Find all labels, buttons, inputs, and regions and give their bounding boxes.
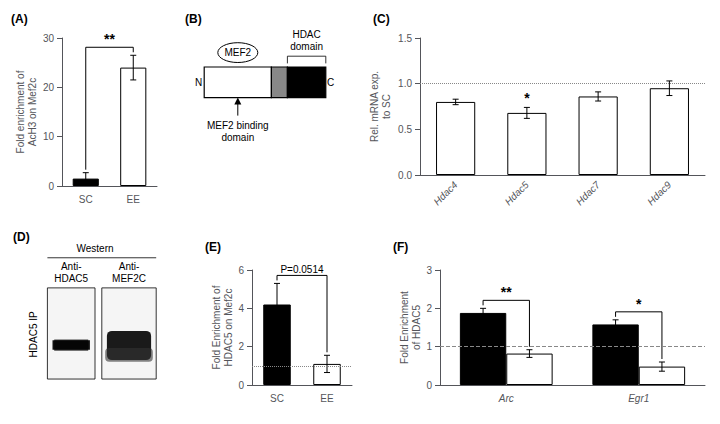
svg-text:Egr1: Egr1 bbox=[628, 393, 649, 404]
svg-text:(F): (F) bbox=[393, 240, 408, 254]
svg-text:HDAC5 IP: HDAC5 IP bbox=[28, 311, 39, 357]
svg-text:AcH3 on Mef2c: AcH3 on Mef2c bbox=[27, 78, 38, 146]
svg-text:2: 2 bbox=[238, 341, 244, 352]
svg-text:Fold Enrichment: Fold Enrichment bbox=[399, 291, 410, 364]
svg-text:4: 4 bbox=[238, 303, 244, 314]
svg-text:SC: SC bbox=[270, 393, 284, 404]
svg-text:N: N bbox=[195, 77, 202, 88]
svg-text:(B): (B) bbox=[185, 12, 202, 26]
svg-text:6: 6 bbox=[238, 265, 244, 276]
svg-text:0: 0 bbox=[238, 380, 244, 391]
svg-text:3: 3 bbox=[426, 265, 432, 276]
svg-text:EE: EE bbox=[320, 393, 334, 404]
svg-text:0: 0 bbox=[426, 380, 432, 391]
svg-text:Fold enrichment of: Fold enrichment of bbox=[15, 70, 26, 153]
svg-text:Western: Western bbox=[76, 243, 113, 254]
svg-text:0.0: 0.0 bbox=[398, 170, 412, 181]
svg-text:domain: domain bbox=[290, 41, 323, 52]
svg-text:P=0.0514: P=0.0514 bbox=[280, 264, 324, 275]
svg-text:1.0: 1.0 bbox=[398, 78, 412, 89]
svg-text:Fold Enrichment of: Fold Enrichment of bbox=[211, 285, 222, 369]
svg-text:SC: SC bbox=[79, 194, 93, 205]
svg-text:*: * bbox=[636, 296, 642, 312]
svg-text:Hdac7: Hdac7 bbox=[574, 179, 603, 208]
svg-text:MEF2: MEF2 bbox=[224, 47, 251, 58]
svg-text:Hdac9: Hdac9 bbox=[645, 179, 674, 208]
svg-text:1: 1 bbox=[426, 341, 432, 352]
svg-text:HDAC: HDAC bbox=[292, 29, 320, 40]
svg-text:MEF2 binding: MEF2 binding bbox=[207, 120, 269, 131]
svg-text:10: 10 bbox=[43, 131, 55, 142]
svg-text:Anti-: Anti- bbox=[61, 261, 82, 272]
svg-text:**: ** bbox=[501, 284, 512, 300]
svg-text:(E): (E) bbox=[205, 240, 221, 254]
svg-text:0: 0 bbox=[48, 181, 54, 192]
svg-text:to SC: to SC bbox=[381, 94, 392, 119]
svg-text:Arc: Arc bbox=[498, 393, 514, 404]
svg-text:(C): (C) bbox=[373, 12, 390, 26]
svg-text:HDAC5: HDAC5 bbox=[54, 273, 88, 284]
svg-text:Anti-: Anti- bbox=[119, 261, 140, 272]
svg-text:domain: domain bbox=[221, 132, 254, 143]
svg-text:30: 30 bbox=[43, 33, 55, 44]
svg-text:C: C bbox=[327, 77, 334, 88]
svg-text:Hdac5: Hdac5 bbox=[503, 179, 532, 208]
svg-text:**: ** bbox=[104, 31, 115, 47]
svg-text:Rel. mRNA exp.: Rel. mRNA exp. bbox=[369, 71, 380, 142]
svg-text:1.5: 1.5 bbox=[398, 33, 412, 44]
svg-text:20: 20 bbox=[43, 82, 55, 93]
svg-text:0.5: 0.5 bbox=[398, 124, 412, 135]
svg-text:of HDAC5: of HDAC5 bbox=[411, 305, 422, 350]
svg-text:HDAC5 on Mef2c: HDAC5 on Mef2c bbox=[223, 289, 234, 367]
svg-text:(A): (A) bbox=[11, 12, 28, 26]
svg-text:*: * bbox=[524, 90, 530, 106]
svg-text:MEF2C: MEF2C bbox=[112, 273, 146, 284]
svg-text:EE: EE bbox=[127, 194, 141, 205]
svg-text:(D): (D) bbox=[13, 230, 30, 244]
svg-text:Hdac4: Hdac4 bbox=[431, 179, 460, 208]
svg-text:2: 2 bbox=[426, 303, 432, 314]
